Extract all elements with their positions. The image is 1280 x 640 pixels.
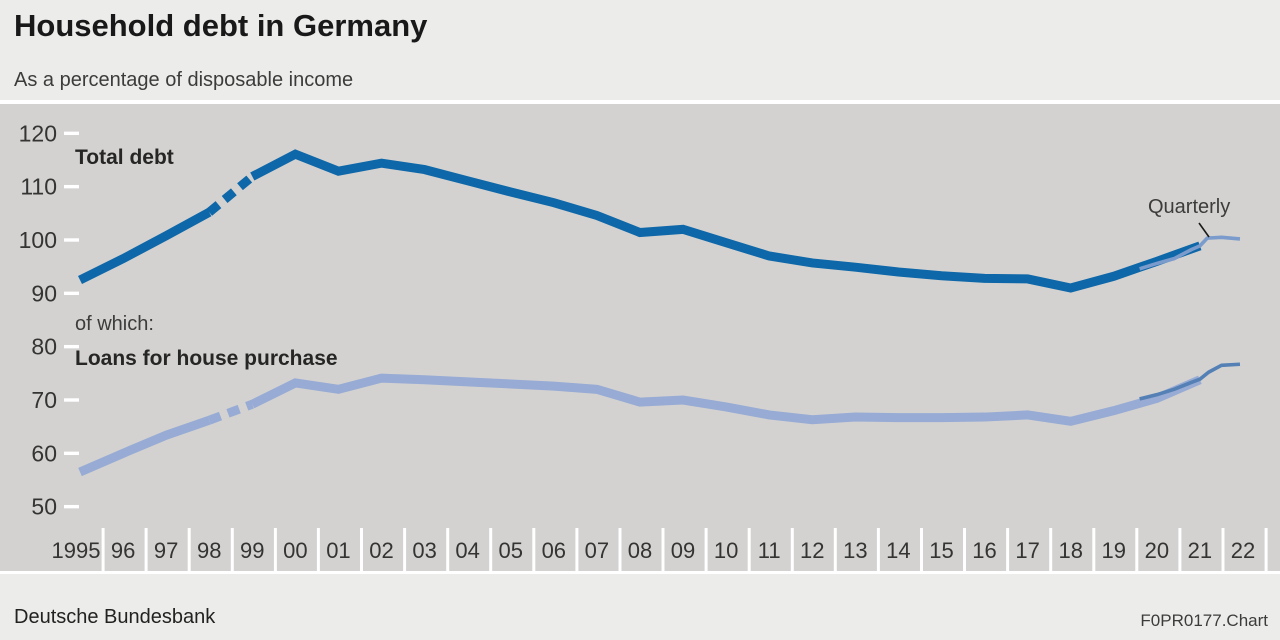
x-tick-separator [1006,528,1010,571]
x-tick-label: 18 [1058,538,1082,563]
x-tick-label: 99 [240,538,264,563]
x-tick-label: 21 [1188,538,1212,563]
x-tick-separator [1178,528,1182,571]
housing-loans-line-pre-break [78,416,211,477]
x-tick-separator [618,528,622,571]
x-tick-label: 14 [886,538,910,563]
x-tick-label: 09 [671,538,695,563]
y-tick-label: 110 [20,174,57,200]
housing-loans-line-break-dashed [207,400,254,425]
y-tick-label: 80 [31,334,57,360]
chart-header: Household debt in Germany As a percentag… [0,0,1280,100]
chart-canvas: 1995 96 97 98 99 00 01 02 03 04 05 06 07 08 09 10 11 12 13… [19,120,1268,571]
x-tick-label: 07 [585,538,609,563]
x-tick-separator [360,528,363,571]
total-debt-line-pre-break [78,208,212,285]
x-tick-label: 13 [843,538,867,563]
y-tick-label: 100 [19,227,57,253]
x-tick-label: 96 [111,538,135,563]
x-tick-separator [187,528,191,571]
x-tick-label: 20 [1145,538,1169,563]
y-tick-mark [64,184,79,189]
x-tick-separator [273,528,277,571]
y-tick-label: 120 [19,120,57,146]
chart-code-label: F0PR0177.Chart [1140,611,1268,630]
x-tick-label: 98 [197,538,221,563]
quarterly-annotation: Quarterly [1148,196,1231,218]
x-tick-label: 05 [498,538,522,563]
footer-separator [0,571,1280,574]
x-tick-label: 08 [628,538,652,563]
x-tick-label: 03 [412,538,436,563]
x-tick-label: 12 [800,538,824,563]
total-debt-line-break-dashed [206,173,256,216]
y-tick-label: 70 [31,387,57,413]
quarterly-pointer-line [1198,222,1210,238]
x-tick-separator [747,528,751,571]
x-tick-label: 17 [1015,538,1039,563]
y-tick-mark [64,451,79,456]
x-tick-separator [963,528,966,571]
x-tick-label: 15 [929,538,953,563]
y-tick-mark [64,238,79,242]
x-tick-label: 16 [972,538,996,563]
chart-footer: Deutsche Bundesbank F0PR0177.Chart [0,574,1280,640]
plot-area: 1995 96 97 98 99 00 01 02 03 04 05 06 07 08 09 10 11 12 13… [0,104,1280,571]
x-tick-separator [1135,528,1139,571]
y-tick-mark [64,504,79,509]
x-tick-separator [316,528,320,571]
total-debt-quarterly-line [1139,235,1241,271]
y-tick-mark [64,291,79,296]
x-tick-separator [532,528,536,571]
x-tick-label: 01 [326,538,350,563]
y-tick-label: 50 [31,494,57,520]
x-tick-separator [575,528,579,571]
x-tick-separator [1264,528,1268,571]
series-label-of-which: of which: [75,313,154,335]
chart-title: Household debt in Germany [14,8,428,43]
x-tick-separator [920,528,923,571]
x-tick-label: 19 [1102,538,1126,563]
total-debt-line-post-break [250,149,1202,293]
x-tick-label: 04 [455,538,479,563]
x-tick-separator [661,528,665,571]
x-tick-separator [790,528,794,571]
housing-loans-quarterly-line [1139,362,1241,401]
x-tick-label: 10 [714,538,738,563]
chart-subtitle: As a percentage of disposable income [14,69,354,91]
x-tick-label: 06 [542,538,566,563]
source-label: Deutsche Bundesbank [14,606,216,628]
x-tick-separator [876,528,880,571]
x-tick-separator [144,528,148,571]
x-tick-label: 02 [369,538,393,563]
x-tick-separator [1221,528,1225,571]
x-tick-separator [101,528,105,571]
x-tick-label: 1995 [52,538,101,563]
x-tick-separator [446,528,450,571]
x-tick-label: 11 [758,538,781,563]
x-tick-separator [1092,528,1096,571]
y-tick-mark [64,344,79,349]
x-tick-separator [489,528,493,571]
x-tick-label: 97 [154,538,178,563]
x-tick-separator [833,528,837,571]
x-tick-separator [403,528,407,571]
y-tick-mark [64,131,79,136]
header-separator [0,100,1280,104]
housing-loans-line-post-break [250,373,1202,426]
series-label-total-debt: Total debt [75,146,174,169]
x-tick-separator [704,528,708,571]
x-tick-separator [1049,528,1053,571]
x-tick-separator [230,528,234,571]
x-tick-label: 00 [283,538,307,563]
y-tick-label: 60 [31,440,57,466]
series-label-loans-house-purchase: Loans for house purchase [75,347,338,370]
x-tick-label: 22 [1231,538,1255,563]
y-tick-label: 90 [31,280,57,306]
y-tick-mark [64,398,79,402]
